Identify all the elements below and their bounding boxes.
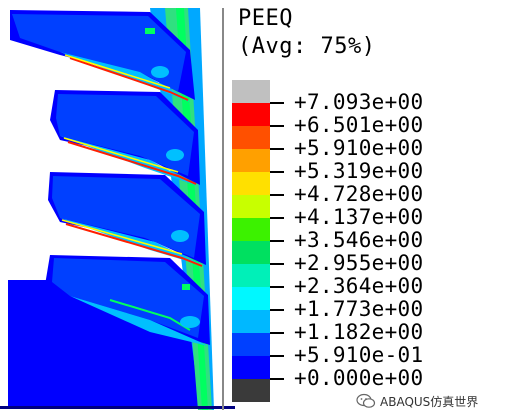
legend-swatch [232,264,270,287]
legend-tick [270,171,284,173]
legend-value: +2.364e+00 [294,274,424,298]
legend-tick [270,263,284,265]
legend-value: +5.910e+00 [294,136,424,160]
legend-swatch [232,287,270,310]
legend-value: +5.910e-01 [294,343,424,367]
legend-swatch [232,149,270,172]
legend-tick [270,286,284,288]
legend-tick [270,217,284,219]
peeq-contour-plot [0,8,235,410]
legend-swatch [232,241,270,264]
legend-value: +3.546e+00 [294,228,424,252]
watermark-text: ABAQUS仿真世界 [380,394,479,409]
legend-swatch [232,310,270,333]
legend-swatch [232,333,270,356]
legend-tick [270,102,284,104]
legend-value: +4.728e+00 [294,182,424,206]
legend-tick [270,125,284,127]
legend-value: +1.182e+00 [294,320,424,344]
legend-tick [270,378,284,380]
legend-swatch [232,126,270,149]
legend-tick [270,332,284,334]
legend-swatch [232,218,270,241]
legend-value: +2.955e+00 [294,251,424,275]
legend-tick [270,148,284,150]
legend-value: +4.137e+00 [294,205,424,229]
legend-swatch [232,356,270,379]
legend-swatch [232,379,270,402]
legend-swatch [232,103,270,126]
legend-subtitle: (Avg: 75%) [238,34,376,59]
legend-title: PEEQ [238,6,293,31]
legend-color-bar [232,80,270,402]
legend-value: +5.319e+00 [294,159,424,183]
legend-value: +6.501e+00 [294,113,424,137]
legend-value: +0.000e+00 [294,366,424,390]
legend-tick [270,309,284,311]
legend-swatch [232,172,270,195]
legend-tick [270,240,284,242]
legend-value: +7.093e+00 [294,90,424,114]
wechat-icon [356,393,376,408]
legend-swatch [232,195,270,218]
legend-tick [270,194,284,196]
legend-tick [270,355,284,357]
legend-value: +1.773e+00 [294,297,424,321]
legend-swatch [232,80,270,103]
watermark: ABAQUS仿真世界 [356,390,478,412]
